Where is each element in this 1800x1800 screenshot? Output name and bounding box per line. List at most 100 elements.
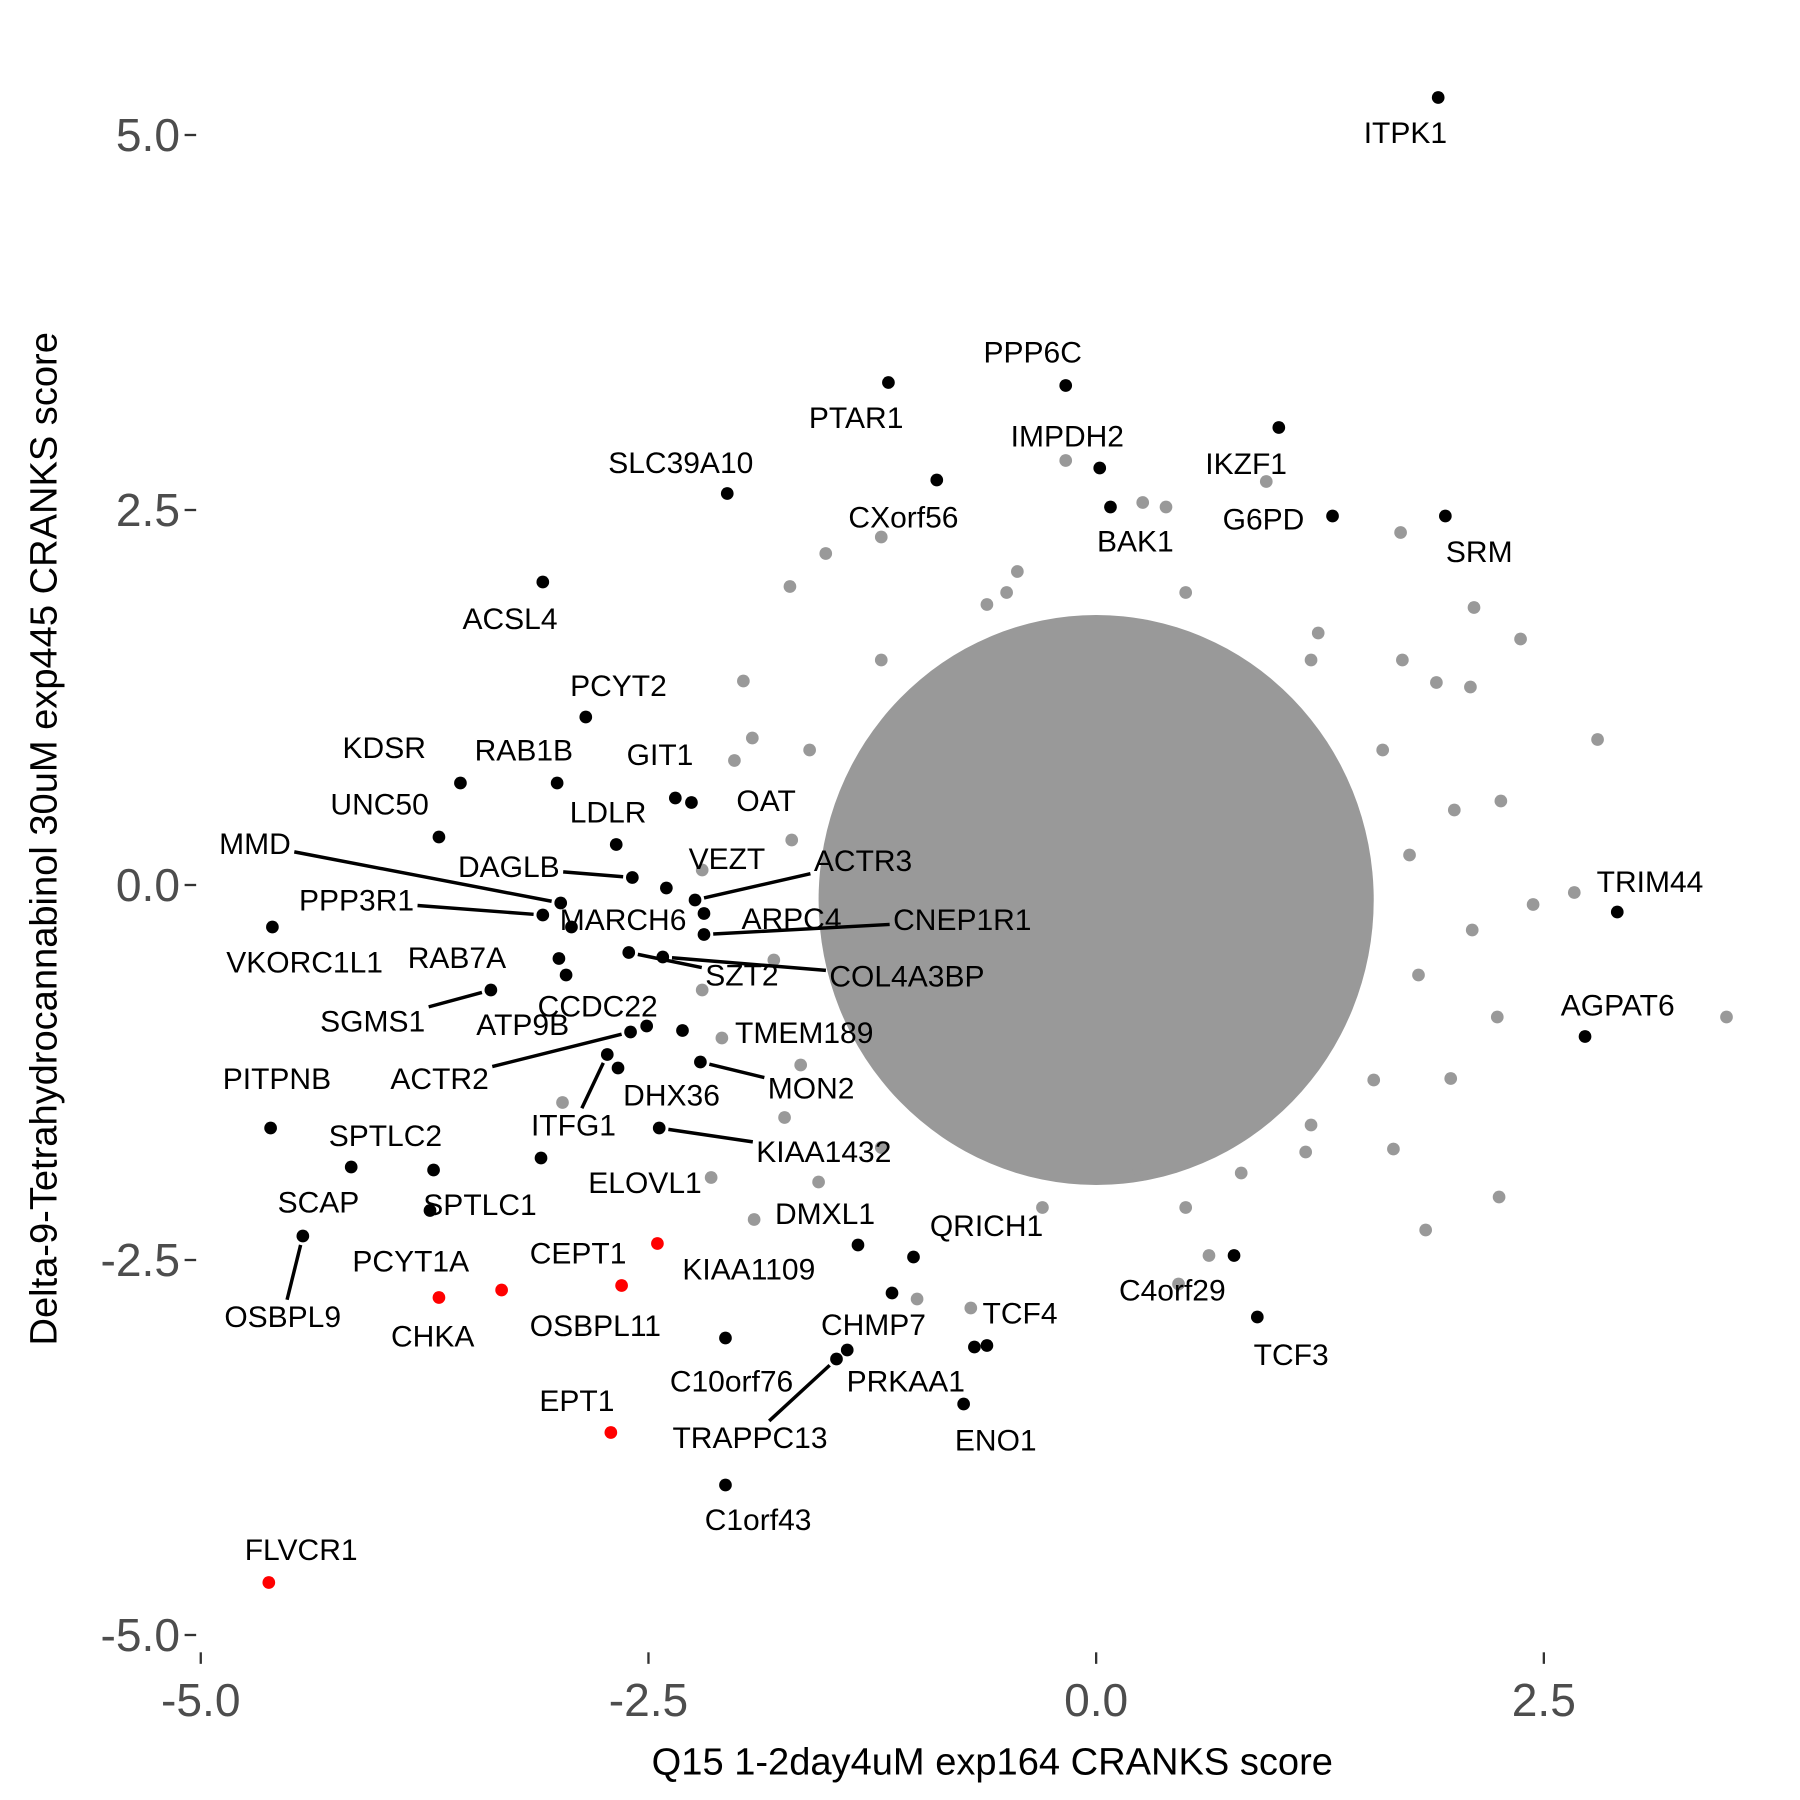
background-point xyxy=(874,1141,888,1154)
label-segment xyxy=(417,903,534,917)
background-point xyxy=(747,1213,761,1226)
point-daglb xyxy=(625,871,639,884)
background-point xyxy=(1376,743,1390,757)
label-kiaa1109: KIAA1109 xyxy=(682,1254,815,1287)
background-point xyxy=(1304,1118,1318,1132)
point-atp9b xyxy=(559,968,573,982)
point-ccdc22 xyxy=(640,1019,654,1033)
label-impdh2: IMPDH2 xyxy=(1011,421,1124,454)
label-itfg1: ITFG1 xyxy=(531,1109,616,1142)
background-point xyxy=(910,1292,924,1306)
point-git1 xyxy=(668,791,682,805)
point-chka xyxy=(432,1291,446,1304)
label-slc39a10: SLC39A10 xyxy=(608,447,753,480)
point-ptar1 xyxy=(882,376,895,389)
point-chmp7 xyxy=(840,1343,854,1357)
background-point xyxy=(1403,848,1416,862)
point-srm xyxy=(1439,509,1452,523)
axes: -5.0 -2.5 0.0 2.5 5.0 2.5 0.0 -2.5 -5.0 xyxy=(100,109,1575,1726)
label-sptlc2: SPTLC2 xyxy=(329,1120,442,1153)
label-segment xyxy=(703,871,811,900)
label-bak1: BAK1 xyxy=(1097,526,1174,559)
point-scap xyxy=(423,1204,437,1217)
point-ppp6c xyxy=(1059,379,1073,392)
label-dhx36: DHX36 xyxy=(623,1079,720,1112)
label-atp9b: ATP9B xyxy=(476,1009,569,1042)
label-pitpnb: PITPNB xyxy=(223,1063,331,1096)
label-pcyt1a: PCYT1A xyxy=(352,1246,469,1279)
point-vkorc1l1 xyxy=(266,920,279,934)
label-arpc4: ARPC4 xyxy=(742,903,842,936)
background-point xyxy=(1059,454,1073,467)
background-point xyxy=(1132,1163,1146,1177)
label-osbpl9: OSBPL9 xyxy=(224,1301,341,1334)
background-point xyxy=(783,580,797,593)
label-trappc13: TRAPPC13 xyxy=(672,1422,827,1455)
point-ldlr xyxy=(609,838,623,851)
point-pcyt1a xyxy=(495,1283,508,1297)
background-point xyxy=(1234,1166,1248,1180)
label-segment xyxy=(708,1062,765,1080)
background-point xyxy=(737,674,750,688)
point-march6 xyxy=(565,920,578,934)
label-elovl1: ELOVL1 xyxy=(588,1167,701,1200)
point-mmd xyxy=(554,896,568,910)
label-cept1: CEPT1 xyxy=(530,1237,627,1270)
point-c4orf29 xyxy=(1227,1249,1241,1262)
point-cnep1r1 xyxy=(697,928,711,941)
background-point xyxy=(695,863,709,877)
label-actr3: ACTR3 xyxy=(814,845,912,878)
point-sgms1 xyxy=(484,983,498,997)
label-segment xyxy=(491,1032,623,1069)
label-segment xyxy=(285,1244,303,1301)
label-actr2: ACTR2 xyxy=(390,1063,488,1096)
label-chmp7: CHMP7 xyxy=(821,1309,926,1342)
label-flvcr1: FLVCR1 xyxy=(245,1534,358,1567)
point-acsl4 xyxy=(536,575,550,589)
background-point xyxy=(745,731,759,745)
background-point xyxy=(1514,632,1527,646)
label-trim44: TRIM44 xyxy=(1597,866,1704,899)
background-point xyxy=(695,983,709,997)
x-tick-label: -2.5 xyxy=(609,1674,689,1726)
background-point-cluster xyxy=(818,615,1374,1185)
point-sptlc1 xyxy=(427,1163,440,1177)
y-tick-label: 5.0 xyxy=(116,109,180,161)
background-point xyxy=(767,953,781,967)
point-kiaa1432 xyxy=(652,1121,666,1135)
label-segment xyxy=(428,990,483,1009)
point-oat xyxy=(685,796,698,809)
point-impdh2 xyxy=(1093,461,1107,475)
label-ept1: EPT1 xyxy=(539,1385,614,1418)
background-point xyxy=(812,1175,825,1189)
background-point xyxy=(1136,496,1150,509)
label-agpat6: AGPAT6 xyxy=(1561,989,1675,1022)
point-trappc13 xyxy=(830,1352,843,1366)
background-point xyxy=(1159,500,1173,514)
background-point xyxy=(1419,1223,1433,1237)
label-scap: SCAP xyxy=(278,1187,360,1220)
point-tcf3 xyxy=(1250,1310,1264,1324)
background-point xyxy=(1179,586,1193,599)
background-point xyxy=(1591,733,1604,746)
point-g6pd xyxy=(1326,509,1339,523)
label-szt2: SZT2 xyxy=(705,959,778,992)
label-tcf3: TCF3 xyxy=(1254,1339,1329,1372)
background-point xyxy=(1464,680,1477,694)
label-segment xyxy=(668,1127,754,1144)
point-agpat6 xyxy=(1578,1030,1592,1043)
background-point xyxy=(1011,565,1024,578)
point-pcyt2 xyxy=(579,710,593,724)
background-point xyxy=(1311,626,1325,640)
background-point xyxy=(1259,475,1273,488)
point-dhx36 xyxy=(611,1061,625,1075)
background-point xyxy=(874,530,888,544)
point-actr2 xyxy=(624,1025,637,1039)
point-col4a3bp xyxy=(656,950,670,964)
background-point xyxy=(1036,1201,1049,1214)
label-cnep1r1: CNEP1R1 xyxy=(893,904,1031,937)
background-point xyxy=(1430,676,1443,689)
label-mon2: MON2 xyxy=(768,1072,855,1105)
background-point xyxy=(715,1031,729,1045)
x-tick-label: 0.0 xyxy=(1064,1674,1128,1726)
